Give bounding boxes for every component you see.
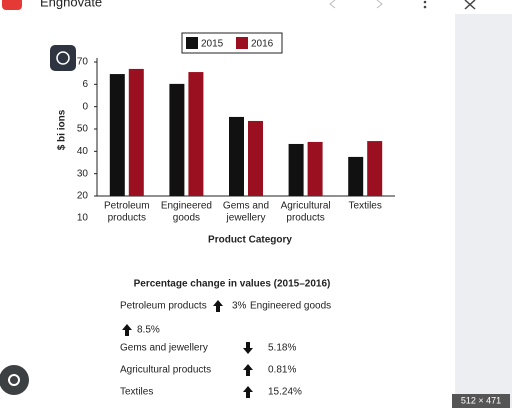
change-arrow [243, 342, 253, 354]
x-tick-label: products [286, 213, 324, 224]
menu-button-dot [423, 5, 427, 9]
change-value: 15.24% [268, 387, 302, 398]
bar [248, 120, 263, 196]
y-tick-label: 50 [77, 124, 89, 135]
change-arrow [243, 386, 253, 398]
side-panel [455, 14, 512, 408]
x-tick-label: Petroleum [104, 201, 150, 212]
x-tick-label: goods [173, 213, 200, 224]
change-label: Gems and jewellery [120, 343, 208, 354]
bar [109, 74, 125, 196]
legend-label: 2015 [201, 39, 224, 50]
x-tick-label: products [108, 213, 146, 224]
change-label: Petroleum products [120, 301, 207, 312]
bar [348, 156, 364, 196]
legend-label: 2016 [251, 39, 274, 50]
change-arrow [122, 324, 132, 336]
change-value: 8.5% [137, 325, 160, 336]
app-title: Enghovate [40, 0, 102, 9]
y-axis-label: $ bi ions [57, 109, 68, 150]
close-button[interactable] [464, 0, 476, 10]
y-tick-label: 0 [82, 101, 88, 112]
menu-button[interactable] [423, 0, 427, 4]
x-tick-label: Textiles [349, 201, 382, 212]
x-tick-label: Agricultural [281, 201, 331, 212]
bar [188, 72, 204, 196]
change-label: Engineered goods [250, 301, 331, 312]
y-tick-label: 6 [82, 79, 88, 90]
y-tick-label: 20 [77, 191, 89, 202]
top-bar [0, 0, 512, 14]
brain-icon[interactable] [50, 45, 76, 71]
changes-title: Percentage change in values (2015–2016) [134, 279, 331, 290]
next-button[interactable] [376, 0, 383, 9]
legend [181, 32, 283, 54]
bar [229, 116, 244, 196]
x-tick-label: jewellery [226, 213, 266, 224]
legend-swatch [186, 37, 198, 49]
change-arrow [213, 300, 223, 312]
legend-swatch [236, 37, 248, 49]
x-tick-label: Engineered [161, 201, 212, 212]
size-label: 512 × 471 [461, 395, 501, 405]
brain-icon-glyph [56, 51, 70, 65]
y-tick-label: 10 [77, 213, 89, 224]
bar [169, 83, 185, 196]
bar [288, 143, 304, 196]
change-label: Agricultural products [120, 365, 211, 376]
lens-button[interactable] [0, 365, 29, 395]
bar [367, 141, 383, 196]
size-badge [452, 394, 510, 408]
y-tick-label: 70 [77, 57, 89, 68]
change-arrow [243, 364, 253, 376]
change-value: 0.81% [268, 365, 296, 376]
change-value: 3% [232, 301, 247, 312]
y-tick-label: 40 [77, 146, 89, 157]
app-icon[interactable] [2, 0, 22, 10]
x-tick-label: Gems and [223, 201, 269, 212]
change-value: 5.18% [268, 343, 296, 354]
bar [307, 141, 323, 196]
y-tick-label: 30 [77, 168, 89, 179]
x-axis-label: Product Category [208, 235, 292, 246]
lens-glyph [8, 374, 20, 386]
bar [128, 68, 144, 196]
prev-button[interactable] [329, 0, 336, 9]
change-label: Textiles [120, 387, 153, 398]
